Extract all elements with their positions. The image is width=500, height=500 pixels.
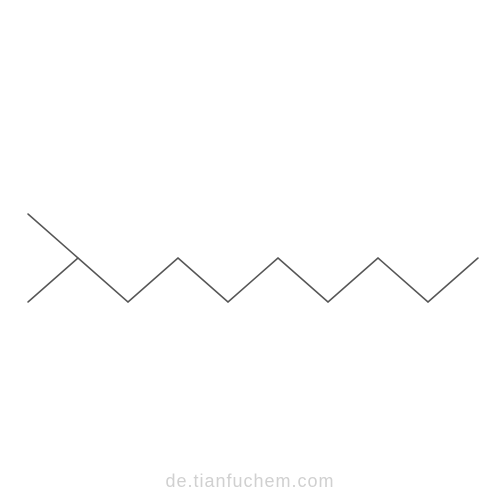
- bond-main-0: [28, 258, 78, 302]
- bond-main-8: [428, 258, 478, 302]
- bond-main-1: [78, 258, 128, 302]
- bond-main-7: [378, 258, 428, 302]
- bond-main-5: [278, 258, 328, 302]
- bond-main-2: [128, 258, 178, 302]
- bond-main-3: [178, 258, 228, 302]
- molecule-canvas: de.tianfuchem.com: [0, 0, 500, 500]
- bond-main-6: [328, 258, 378, 302]
- molecule-svg: [0, 0, 500, 500]
- bond-main-4: [228, 258, 278, 302]
- bond-branch-0: [28, 214, 78, 258]
